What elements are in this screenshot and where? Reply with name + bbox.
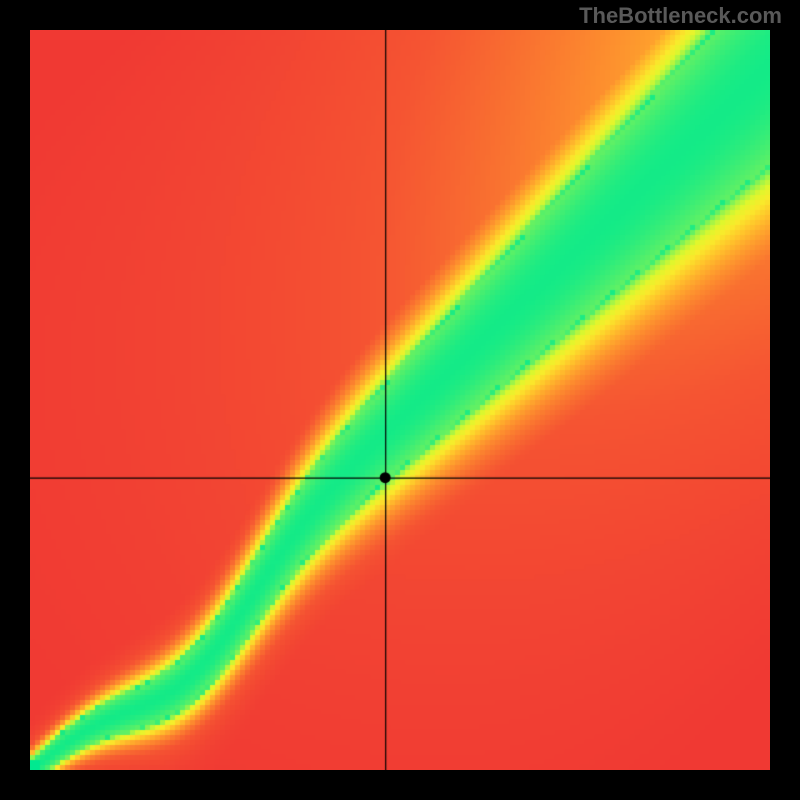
chart-root: TheBottleneck.com [0,0,800,800]
watermark-text: TheBottleneck.com [579,3,782,29]
heatmap-canvas [30,30,770,770]
